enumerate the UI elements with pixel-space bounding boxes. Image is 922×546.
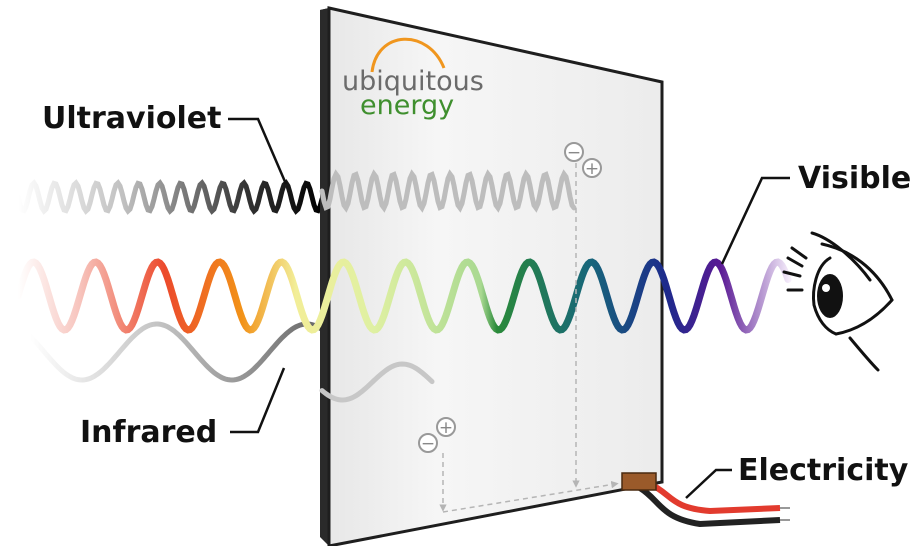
infrared-wave-through-panel	[319, 361, 435, 403]
ultraviolet-label: Ultraviolet	[42, 101, 221, 136]
current-flow-arrows	[439, 163, 619, 513]
ultraviolet-wave-through-panel	[319, 169, 577, 213]
minus-icon	[418, 433, 438, 453]
waves-left	[15, 179, 325, 383]
label-leaders	[228, 117, 790, 499]
solar-panel	[320, 6, 664, 546]
output-wires	[621, 472, 790, 528]
svg-text:+: +	[439, 418, 453, 438]
logo-text-top: ubiquitous	[342, 66, 484, 97]
visible-label: Visible	[798, 161, 911, 196]
logo-text-bottom: energy	[360, 90, 454, 121]
infrared-wave	[27, 321, 325, 383]
svg-text:+: +	[585, 159, 599, 179]
minus-icon	[564, 142, 584, 162]
infrared-label: Infrared	[80, 415, 217, 450]
eye-icon	[782, 231, 894, 372]
ubiquitous-energy-logo: ubiquitous energy	[342, 37, 484, 121]
glass-pane	[327, 6, 664, 546]
ultraviolet-wave	[15, 179, 325, 215]
plus-icon	[436, 417, 456, 437]
svg-text:−: −	[567, 143, 581, 163]
logo-arc	[370, 37, 446, 73]
svg-text:−: −	[421, 434, 435, 454]
charge-ir: − +	[418, 417, 456, 454]
plus-icon	[582, 158, 602, 178]
charge-uv: − +	[564, 142, 602, 179]
connector-block	[621, 472, 657, 491]
visible-wave	[14, 258, 792, 334]
electricity-label: Electricity	[738, 453, 909, 488]
